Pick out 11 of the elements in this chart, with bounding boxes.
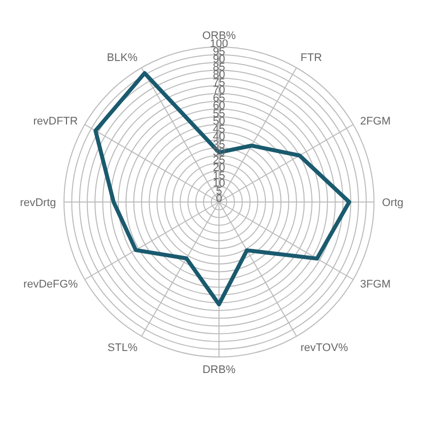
spoke-label: STL% — [108, 342, 138, 354]
spoke-label: revDrtg — [20, 196, 56, 209]
spoke-label: revTOV% — [300, 342, 348, 354]
spoke-label: revDeFG% — [23, 278, 78, 290]
spoke-label: BLK% — [106, 52, 138, 64]
spoke-label: revDFTR — [33, 115, 78, 128]
spoke-label: 3FGM — [360, 278, 391, 290]
spoke-label: DRB% — [202, 364, 236, 376]
spoke-label: Ortg — [382, 196, 404, 209]
spoke-label: 2FGM — [360, 115, 391, 128]
spoke-label: FTR — [300, 52, 322, 64]
